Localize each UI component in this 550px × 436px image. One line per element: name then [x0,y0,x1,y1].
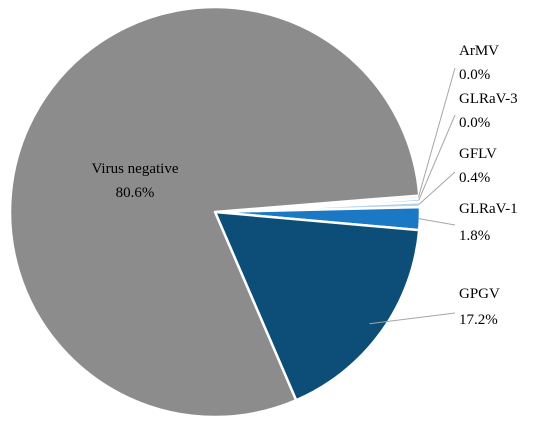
label-virus-negative-value: 80.6% [116,185,155,201]
label-armv-value: 0.0% [459,67,490,83]
label-glrav3-value: 0.0% [459,115,490,131]
pie-slices [8,5,422,419]
leader-line-gpgv [369,312,456,325]
label-glrav1-name: GLRaV-1 [459,201,518,217]
label-gflv-value: 0.4% [459,170,490,186]
label-gflv-name: GFLV [459,146,497,162]
leader-lines [369,67,456,325]
leader-line-gflv [418,171,456,205]
label-gpgv-value: 17.2% [459,312,498,328]
label-armv-name: ArMV [459,43,499,59]
label-glrav1-value: 1.8% [459,228,490,244]
pie-slice-gpgv [213,210,421,402]
leader-line-armv [417,67,456,198]
label-glrav3-name: GLRaV-3 [459,91,518,107]
pie-slice-virus-negative [8,5,421,419]
leader-line-glrav-3 [418,114,456,201]
label-virus-negative-name: Virus negative [92,161,179,177]
leader-line-glrav-1 [418,218,456,226]
label-gpgv-name: GPGV [459,286,500,302]
